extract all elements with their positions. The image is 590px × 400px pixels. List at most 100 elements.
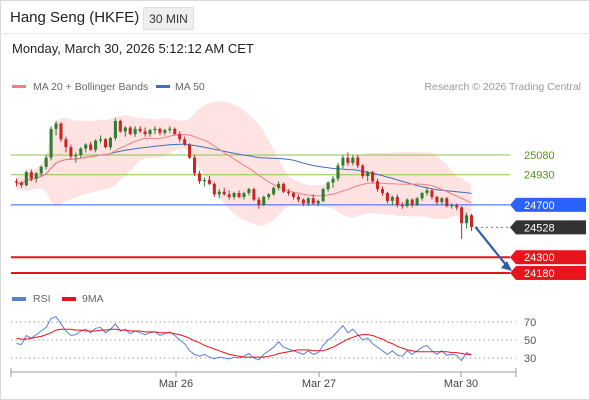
timeframe-button[interactable]: 30 MIN bbox=[143, 7, 194, 30]
candle-body bbox=[94, 140, 98, 150]
candle-body bbox=[469, 215, 474, 228]
report-datetime: Monday, March 30, 2026 5:12:12 AM CET bbox=[12, 41, 254, 56]
level-badge-tip-24180 bbox=[510, 265, 516, 280]
candle-body bbox=[69, 147, 73, 157]
candle-body bbox=[178, 134, 182, 140]
candle-body bbox=[54, 123, 58, 129]
candle-body bbox=[400, 204, 404, 207]
candle-body bbox=[193, 157, 197, 174]
ma20-line bbox=[16, 134, 472, 204]
candle-body bbox=[257, 199, 261, 205]
candle-body bbox=[212, 183, 216, 195]
rsi-9ma-line bbox=[16, 328, 472, 358]
candle-body bbox=[366, 172, 370, 176]
candle-body bbox=[183, 139, 187, 145]
candle-body bbox=[385, 193, 389, 201]
candle-body bbox=[207, 179, 211, 184]
candle-body bbox=[138, 128, 142, 132]
candle-body bbox=[267, 194, 271, 197]
candle-body bbox=[301, 199, 305, 204]
candle-body bbox=[237, 193, 241, 197]
candle-body bbox=[19, 182, 23, 186]
candle-body bbox=[316, 200, 320, 204]
projection-arrow-head bbox=[501, 260, 512, 271]
candle-body bbox=[346, 157, 350, 163]
candle-body bbox=[49, 128, 53, 158]
level-label-24528: 24528 bbox=[524, 222, 555, 234]
candle-body bbox=[361, 165, 365, 176]
candle-body bbox=[336, 165, 340, 179]
candle-body bbox=[435, 196, 439, 203]
candle-body bbox=[217, 191, 221, 195]
candle-body bbox=[460, 207, 464, 224]
candle-body bbox=[168, 128, 172, 131]
candle-body bbox=[351, 157, 355, 163]
candle-body bbox=[118, 120, 122, 132]
candle-body bbox=[410, 199, 414, 205]
level-badge-24180 bbox=[516, 265, 586, 280]
candle-body bbox=[415, 198, 419, 205]
candle-body bbox=[306, 198, 310, 204]
candle-body bbox=[232, 193, 236, 197]
legend-ma50-label: MA 50 bbox=[175, 81, 205, 93]
x-tick-label-1: Mar 27 bbox=[302, 378, 336, 390]
level-label-24180: 24180 bbox=[524, 268, 555, 280]
level-badge-tip-24300 bbox=[510, 250, 516, 265]
legend-rsi-swatch bbox=[12, 297, 26, 301]
candle-body bbox=[148, 130, 152, 135]
candle-body bbox=[262, 196, 266, 205]
candle-body bbox=[24, 172, 28, 186]
candle-body bbox=[103, 139, 108, 148]
legend-ma20-swatch bbox=[12, 85, 26, 88]
candle-body bbox=[29, 172, 33, 179]
candle-body bbox=[282, 183, 286, 192]
candle-body bbox=[296, 196, 300, 200]
candle-body bbox=[222, 191, 226, 195]
candle-body bbox=[277, 183, 281, 188]
candle-body bbox=[113, 120, 117, 138]
level-label-24300: 24300 bbox=[524, 252, 555, 264]
candle-body bbox=[450, 204, 454, 207]
candle-body bbox=[356, 157, 360, 166]
candle-body bbox=[34, 173, 38, 179]
candle-body bbox=[158, 128, 162, 133]
candle-body bbox=[39, 166, 43, 174]
candle-body bbox=[341, 157, 345, 166]
candle-body bbox=[163, 130, 167, 133]
candle-body bbox=[326, 182, 330, 190]
level-label-24700: 24700 bbox=[524, 200, 555, 212]
candle-body bbox=[133, 128, 137, 135]
legend-9ma-swatch bbox=[62, 297, 76, 301]
instrument-title: Hang Seng (HKFE) bbox=[10, 9, 140, 26]
candle-body bbox=[405, 199, 409, 207]
level-badge-tip-24700 bbox=[510, 197, 516, 212]
level-badge-tip-24528 bbox=[510, 220, 516, 235]
candle-body bbox=[465, 215, 469, 224]
candle-body bbox=[84, 144, 88, 149]
candle-body bbox=[247, 189, 251, 194]
projection-arrow-shaft bbox=[474, 226, 507, 266]
legend-9ma-label: 9MA bbox=[82, 293, 104, 305]
candle-body bbox=[252, 189, 256, 200]
candle-body bbox=[420, 193, 424, 199]
rsi-tick-label-50: 50 bbox=[524, 335, 536, 347]
legend-ma50-swatch bbox=[156, 85, 170, 88]
rsi-tick-label-30: 30 bbox=[524, 353, 536, 365]
candle-body bbox=[153, 128, 157, 131]
candle-body bbox=[123, 127, 127, 132]
header-divider bbox=[0, 33, 590, 34]
candle-body bbox=[390, 196, 394, 201]
candle-body bbox=[202, 179, 206, 182]
candle-body bbox=[291, 193, 295, 197]
candle-body bbox=[197, 173, 202, 182]
candle-body bbox=[380, 189, 385, 194]
candle-body bbox=[440, 198, 444, 203]
candle-body bbox=[371, 172, 375, 182]
candle-body bbox=[376, 181, 380, 190]
level-badge-24300 bbox=[516, 250, 586, 265]
candle-body bbox=[99, 139, 103, 141]
level-badge-24528 bbox=[516, 220, 586, 235]
rsi-line bbox=[16, 315, 472, 362]
x-tick-label-2: Mar 30 bbox=[444, 378, 478, 390]
